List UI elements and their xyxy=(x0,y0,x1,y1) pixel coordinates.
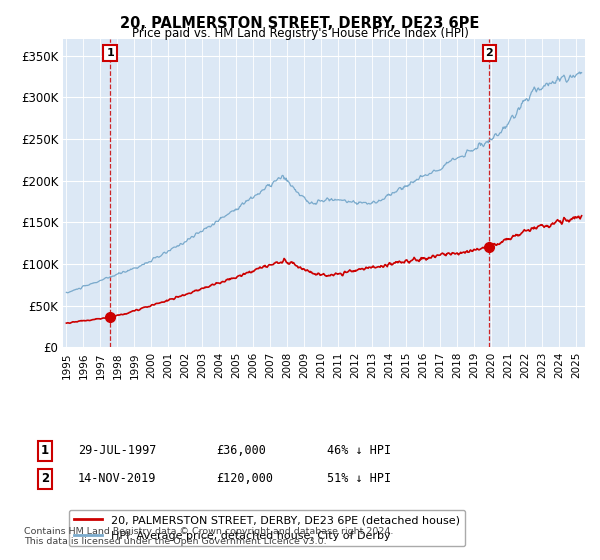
Text: 51% ↓ HPI: 51% ↓ HPI xyxy=(327,472,391,486)
Text: 46% ↓ HPI: 46% ↓ HPI xyxy=(327,444,391,458)
Text: Price paid vs. HM Land Registry's House Price Index (HPI): Price paid vs. HM Land Registry's House … xyxy=(131,27,469,40)
Text: 2: 2 xyxy=(485,48,493,58)
Text: 20, PALMERSTON STREET, DERBY, DE23 6PE: 20, PALMERSTON STREET, DERBY, DE23 6PE xyxy=(121,16,479,31)
Text: 29-JUL-1997: 29-JUL-1997 xyxy=(78,444,157,458)
Legend: 20, PALMERSTON STREET, DERBY, DE23 6PE (detached house), HPI: Average price, det: 20, PALMERSTON STREET, DERBY, DE23 6PE (… xyxy=(68,510,466,547)
Text: 2: 2 xyxy=(41,472,49,486)
Text: 1: 1 xyxy=(41,444,49,458)
Text: 14-NOV-2019: 14-NOV-2019 xyxy=(78,472,157,486)
Text: Contains HM Land Registry data © Crown copyright and database right 2024.
This d: Contains HM Land Registry data © Crown c… xyxy=(24,526,394,546)
Text: 1: 1 xyxy=(106,48,114,58)
Text: £120,000: £120,000 xyxy=(216,472,273,486)
Text: £36,000: £36,000 xyxy=(216,444,266,458)
